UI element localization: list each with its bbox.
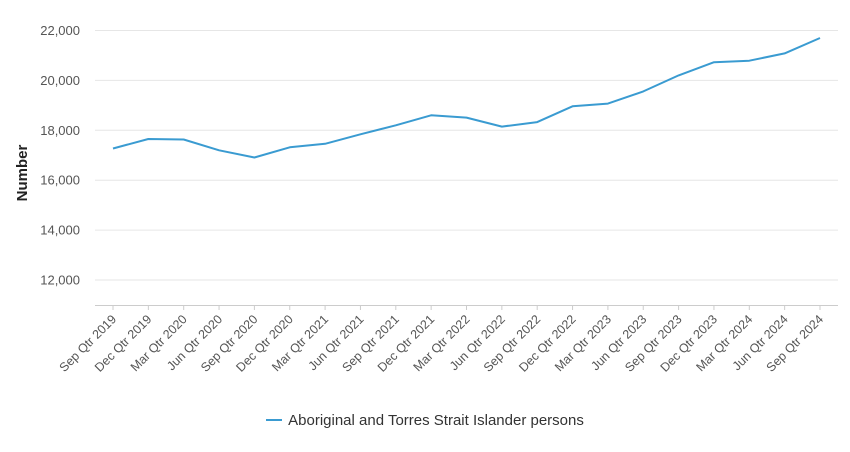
series-line bbox=[112, 37, 821, 159]
legend-label: Aboriginal and Torres Strait Islander pe… bbox=[288, 411, 584, 429]
legend: Aboriginal and Torres Strait Islander pe… bbox=[0, 408, 850, 429]
y-axis-label: Number bbox=[14, 145, 31, 202]
legend-swatch bbox=[266, 419, 283, 421]
gridlines bbox=[95, 29, 838, 281]
y-axis-ticks: 12,000 14,000 16,000 18,000 20,000 22,000 bbox=[40, 23, 80, 288]
y-tick-label: 18,000 bbox=[40, 123, 80, 138]
y-tick-label: 16,000 bbox=[40, 173, 80, 188]
y-tick-label: 22,000 bbox=[40, 23, 80, 38]
y-tick-label: 14,000 bbox=[40, 223, 80, 238]
y-tick-label: 20,000 bbox=[40, 73, 80, 88]
y-tick-label: 12,000 bbox=[40, 273, 80, 288]
legend-item[interactable]: Aboriginal and Torres Strait Islander pe… bbox=[266, 412, 584, 429]
